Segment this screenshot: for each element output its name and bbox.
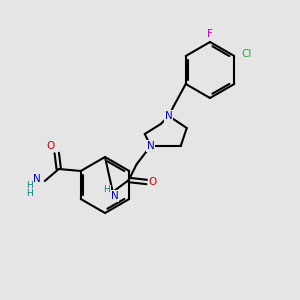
- Text: Cl: Cl: [241, 49, 251, 59]
- Text: O: O: [46, 141, 55, 151]
- Text: N: N: [111, 191, 118, 201]
- Text: H: H: [26, 190, 33, 199]
- Text: H: H: [26, 182, 33, 190]
- Text: N: N: [33, 174, 40, 184]
- Text: N: N: [165, 111, 172, 121]
- Text: H: H: [103, 185, 110, 194]
- Text: N: N: [147, 141, 154, 151]
- Text: O: O: [148, 177, 157, 187]
- Text: F: F: [207, 29, 213, 39]
